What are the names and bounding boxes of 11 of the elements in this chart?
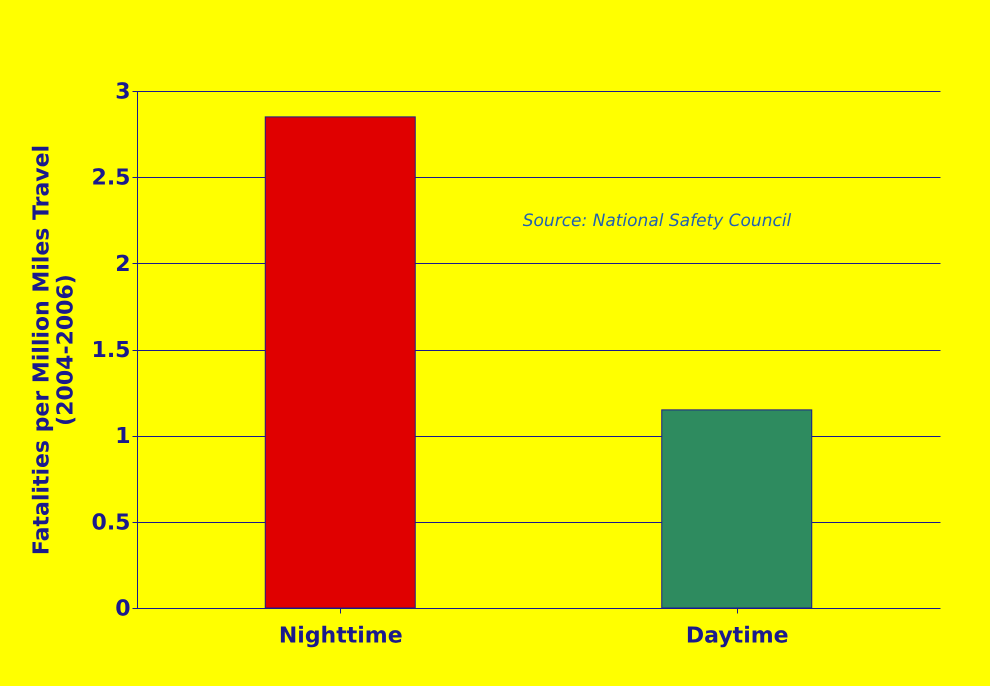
y-axis-title: Fatalities per Million Miles Travel (2004-2006) <box>30 144 79 556</box>
y-tick-label: 2 <box>115 252 130 277</box>
y-tick-label: 3 <box>115 80 130 104</box>
y-tick-label: 1 <box>115 424 130 450</box>
x-tick-label: Daytime <box>686 624 789 648</box>
x-tick-label: Nighttime <box>278 624 403 648</box>
y-tick-label: 0 <box>115 596 130 622</box>
y-tick-label: 0.5 <box>92 510 130 536</box>
y-tick-label: 1.5 <box>92 338 130 363</box>
annotation: Source: National Safety Council <box>522 211 792 231</box>
y-tick-label: 2.5 <box>92 166 130 191</box>
